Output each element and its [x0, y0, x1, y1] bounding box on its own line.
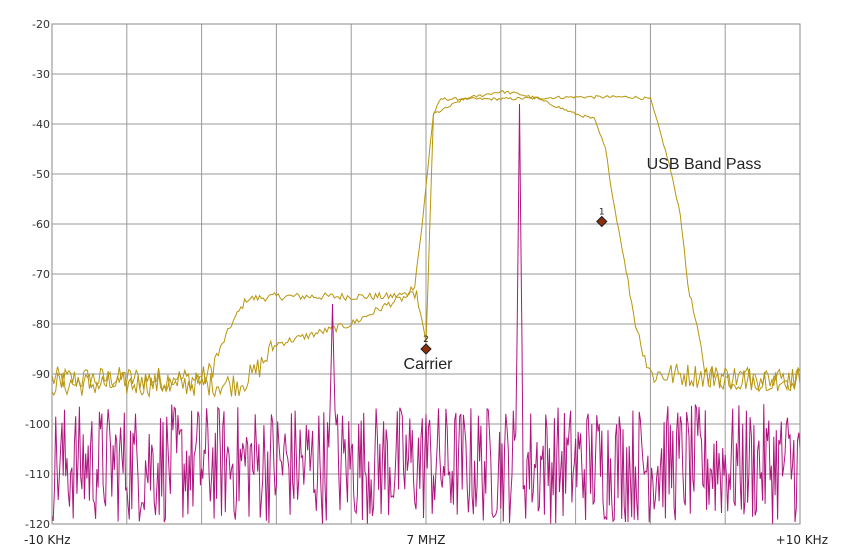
chart-markers: 12 [420, 208, 608, 355]
marker-label: 1 [599, 208, 605, 218]
x-axis-ticks: -10 KHz 7 MHZ +10 KHz [24, 533, 828, 547]
y-tick-label: -50 [32, 168, 50, 181]
series-line [51, 89, 801, 399]
y-tick-label: -20 [32, 18, 50, 31]
marker-label: 2 [423, 335, 429, 345]
y-tick-label: -110 [25, 468, 50, 481]
marker-diamond [420, 343, 432, 355]
y-tick-label: -90 [32, 368, 50, 381]
annotation-text: USB Band Pass [647, 156, 762, 173]
y-tick-label: -100 [25, 418, 50, 431]
x-tick-label: +10 KHz [776, 533, 828, 547]
series-line [51, 94, 801, 393]
chart-series [51, 89, 801, 524]
series-line [51, 103, 801, 524]
y-tick-label: -40 [32, 118, 50, 131]
y-axis-ticks: -20 -30 -40 -50 -60 -70 -80 -90 -100 -110 -120 [25, 18, 50, 531]
chart-grid [51, 23, 801, 525]
plot-area-border [51, 23, 801, 525]
y-tick-label: -60 [32, 218, 50, 231]
x-tick-label: -10 KHz [24, 533, 71, 547]
x-tick-label: 7 MHZ [406, 533, 445, 547]
annotation-text: Carrier [404, 356, 454, 373]
chart-annotations: USB Band Pass Carrier [404, 156, 762, 373]
marker-diamond [596, 215, 608, 228]
y-tick-label: -70 [32, 268, 50, 281]
y-tick-label: -80 [32, 318, 50, 331]
y-tick-label: -30 [32, 68, 50, 81]
y-tick-label: -120 [25, 518, 50, 531]
